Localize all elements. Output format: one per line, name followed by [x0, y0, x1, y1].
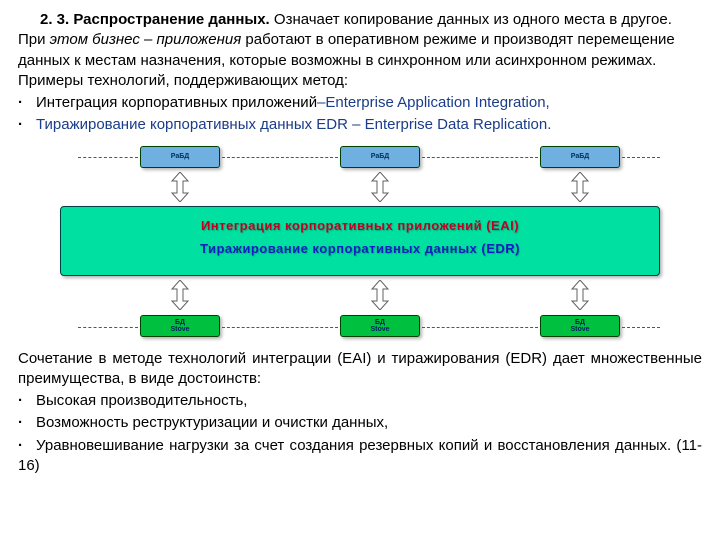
- double-arrow-icon: [570, 280, 590, 310]
- p1b: этом бизнес – приложения: [50, 31, 242, 48]
- main-paragraph: 2. 3. Распространение данных. Означает к…: [18, 10, 702, 91]
- dash-line: [622, 157, 660, 158]
- b1a: Интеграция корпоративных приложений: [36, 94, 317, 111]
- dash-line: [78, 327, 138, 328]
- bottom-db-box: БДStove: [140, 315, 220, 337]
- double-arrow-icon: [170, 172, 190, 202]
- dash-line: [422, 327, 538, 328]
- dash-line: [222, 157, 338, 158]
- top-db-box: РаБД: [340, 146, 420, 168]
- bullet-1: ·Интеграция корпоративных приложений–Ent…: [18, 93, 702, 113]
- b4: Возможность реструктуризации и очистки д…: [36, 414, 388, 431]
- bullet-3: ·Высокая производительность,: [18, 391, 702, 411]
- diagram: РаБД РаБД РаБД БДStove БДStove БДStove Интегра…: [40, 144, 680, 339]
- b3: Высокая производительность,: [36, 392, 247, 409]
- conclusion-paragraph: Сочетание в методе технологий интеграции…: [18, 349, 702, 390]
- dash-line: [422, 157, 538, 158]
- bottom-db-box: БДStove: [340, 315, 420, 337]
- double-arrow-icon: [170, 280, 190, 310]
- b1b: –Enterprise Application Integration,: [317, 94, 550, 111]
- bottom-db-box: БДStove: [540, 315, 620, 337]
- double-arrow-icon: [370, 172, 390, 202]
- dash-line: [622, 327, 660, 328]
- b2: Тиражирование корпоративных данных EDR –…: [36, 116, 551, 133]
- dash-line: [222, 327, 338, 328]
- top-db-box: РаБД: [140, 146, 220, 168]
- bullet-2: ·Тиражирование корпоративных данных EDR …: [18, 115, 702, 135]
- heading: 2. 3. Распространение данных.: [40, 11, 270, 28]
- mid-band: Интеграция корпоративных приложений (EAI…: [60, 206, 660, 276]
- p2: Сочетание в методе технологий интеграции…: [18, 350, 702, 387]
- double-arrow-icon: [570, 172, 590, 202]
- bullet-4: ·Возможность реструктуризации и очистки …: [18, 413, 702, 433]
- b5: Уравновешивание нагрузки за счет создани…: [18, 437, 702, 474]
- double-arrow-icon: [370, 280, 390, 310]
- bullet-5: ·Уравновешивание нагрузки за счет создан…: [18, 436, 702, 477]
- top-db-box: РаБД: [540, 146, 620, 168]
- dash-line: [78, 157, 138, 158]
